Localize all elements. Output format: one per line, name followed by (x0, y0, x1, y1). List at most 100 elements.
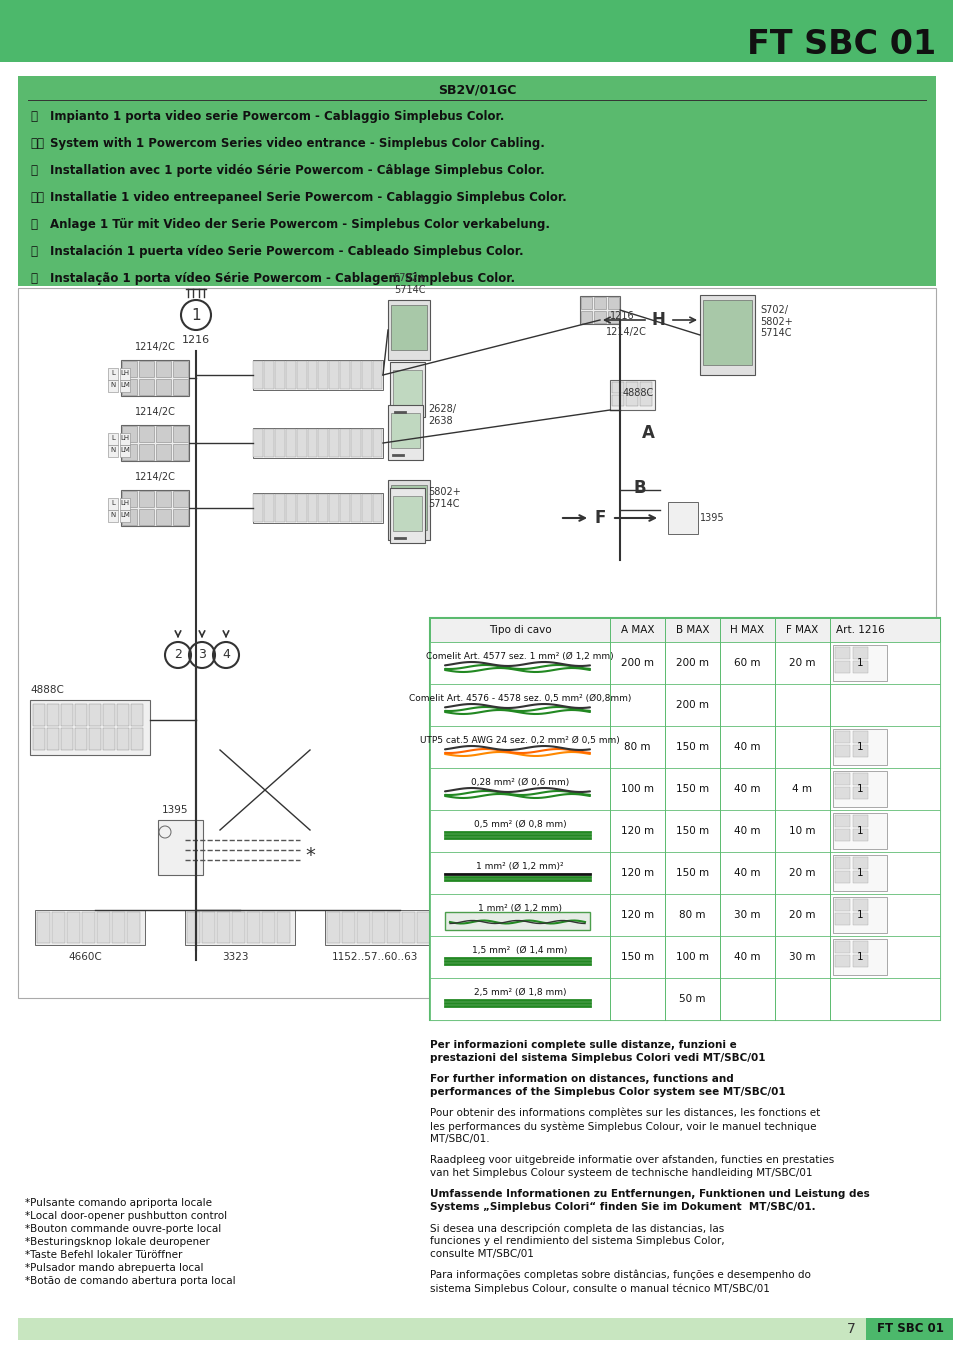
Bar (156, 444, 171, 459)
Bar (122, 380, 137, 394)
Bar (61, 704, 73, 725)
Bar (329, 494, 339, 521)
Bar (276, 912, 290, 943)
Text: 200 m: 200 m (676, 700, 708, 711)
Bar (625, 382, 638, 393)
Bar (185, 911, 294, 944)
Bar (247, 912, 260, 943)
Bar (108, 499, 118, 509)
Text: N: N (111, 447, 115, 453)
Bar (373, 430, 382, 457)
Bar (361, 430, 372, 457)
Text: 2: 2 (173, 648, 182, 662)
Bar (253, 359, 382, 390)
Bar (430, 936, 939, 978)
Bar (834, 830, 849, 842)
Bar (430, 767, 939, 811)
Text: Anlage 1 Tür mit Video der Serie Powercom - Simplebus Color verkabelung.: Anlage 1 Tür mit Video der Serie Powerco… (50, 218, 550, 231)
Bar (639, 394, 651, 407)
Text: prestazioni del sistema Simplebus Colori vedi MT/SBC/01: prestazioni del sistema Simplebus Colori… (430, 1052, 764, 1063)
Bar (112, 912, 125, 943)
Text: 20 m: 20 m (788, 658, 815, 667)
Bar (156, 426, 171, 442)
Text: 4 m: 4 m (792, 784, 812, 794)
Text: ⓖⓑ: ⓖⓑ (30, 136, 44, 150)
Text: FT SBC 01: FT SBC 01 (876, 1323, 943, 1336)
Text: 7: 7 (846, 1323, 855, 1336)
Text: consulte MT/SBC/01: consulte MT/SBC/01 (430, 1250, 534, 1259)
Text: 200 m: 200 m (620, 658, 654, 667)
Bar (834, 661, 849, 673)
Text: LH: LH (120, 500, 130, 507)
Bar (391, 485, 427, 530)
Bar (156, 509, 171, 526)
Bar (580, 311, 592, 323)
Bar (834, 955, 849, 967)
Bar (852, 773, 867, 785)
Bar (580, 297, 592, 309)
Bar (108, 367, 118, 380)
Bar (388, 405, 422, 459)
Bar (308, 361, 317, 389)
Bar (391, 413, 419, 449)
Bar (253, 493, 382, 523)
Bar (340, 430, 350, 457)
Text: Impianto 1 porta video serie Powercom - Cablaggio Simplebus Color.: Impianto 1 porta video serie Powercom - … (50, 109, 504, 123)
Text: Raadpleeg voor uitgebreide informatie over afstanden, functies en prestaties: Raadpleeg voor uitgebreide informatie ov… (430, 1155, 833, 1165)
Text: Umfassende Informationen zu Entfernungen, Funktionen und Leistung des: Umfassende Informationen zu Entfernungen… (430, 1189, 869, 1198)
Bar (89, 728, 101, 750)
Bar (865, 1319, 953, 1340)
Text: L: L (111, 435, 114, 440)
Text: 1214/2C: 1214/2C (605, 327, 646, 336)
Text: 1: 1 (856, 911, 862, 920)
Text: LM: LM (120, 447, 130, 453)
Text: Instalação 1 porta vídeo Série Powercom - Cablagem Simplebus Color.: Instalação 1 porta vídeo Série Powercom … (50, 272, 515, 285)
Bar (340, 494, 350, 521)
Bar (447, 912, 459, 943)
Bar (430, 811, 939, 852)
Text: 1: 1 (856, 952, 862, 962)
Bar (18, 76, 935, 286)
Text: *Taste Befehl lokaler Türöffner: *Taste Befehl lokaler Türöffner (25, 1250, 182, 1260)
Bar (372, 912, 385, 943)
Text: MT/SBC/01.: MT/SBC/01. (430, 1133, 489, 1144)
Bar (139, 361, 153, 377)
Bar (852, 661, 867, 673)
Text: 40 m: 40 m (734, 825, 760, 836)
Bar (139, 509, 153, 526)
Bar (139, 426, 153, 442)
Text: 20 m: 20 m (788, 911, 815, 920)
Bar (286, 430, 295, 457)
Bar (253, 428, 382, 458)
Bar (131, 728, 143, 750)
Text: Si desea una descripción completa de las distancias, las: Si desea una descripción completa de las… (430, 1223, 723, 1233)
Bar (97, 912, 110, 943)
Text: 1: 1 (191, 308, 200, 323)
Bar (253, 361, 263, 389)
Bar (390, 488, 424, 543)
Text: 4: 4 (222, 648, 230, 662)
Bar (834, 744, 849, 757)
Bar (108, 434, 118, 444)
Bar (609, 380, 655, 409)
Bar (390, 362, 424, 417)
Text: 150 m: 150 m (620, 952, 654, 962)
Text: H MAX: H MAX (730, 626, 763, 635)
Bar (430, 642, 939, 684)
Bar (253, 430, 263, 457)
Bar (108, 509, 118, 521)
Text: 1: 1 (856, 825, 862, 836)
Text: 1: 1 (856, 742, 862, 753)
Text: 1152..57..60..63: 1152..57..60..63 (332, 952, 417, 962)
Bar (832, 813, 886, 848)
Bar (122, 361, 137, 377)
Text: 3323: 3323 (221, 952, 248, 962)
Bar (274, 361, 285, 389)
Bar (108, 380, 118, 392)
Bar (121, 490, 189, 526)
Text: Tipo di cavo: Tipo di cavo (488, 626, 551, 635)
Bar (361, 494, 372, 521)
Text: 1216: 1216 (609, 311, 634, 322)
Text: 20 m: 20 m (788, 867, 815, 878)
Text: 100 m: 100 m (676, 952, 708, 962)
